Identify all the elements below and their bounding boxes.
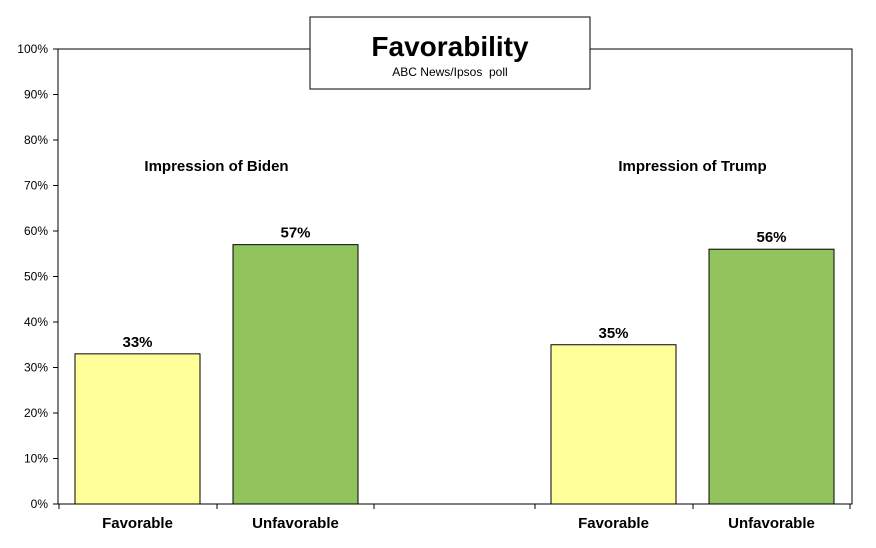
category-label: Unfavorable [252, 515, 339, 532]
category-label: Favorable [578, 515, 649, 532]
y-tick-label: 0% [31, 497, 49, 511]
chart-subtitle: ABC News/Ipsos poll [392, 65, 507, 79]
data-label: 35% [598, 325, 628, 342]
y-tick-label: 80% [24, 133, 48, 147]
y-tick-label: 10% [24, 452, 48, 466]
bar-unfavorable [232, 244, 359, 505]
title-box-frame [309, 16, 591, 90]
y-tick-label: 60% [24, 224, 48, 238]
y-tick-label: 70% [24, 179, 48, 193]
group-label: Impression of Trump [618, 158, 766, 175]
data-label: 33% [122, 334, 152, 351]
y-axis-ticks: 0% 10% 20% 30% 40% 50% 60% 70% 80% 90% 100% [17, 42, 58, 511]
y-tick-label: 40% [24, 315, 48, 329]
y-tick-label: 90% [24, 88, 48, 102]
bar-unfavorable [708, 248, 835, 505]
category-label: Favorable [102, 515, 173, 532]
category-label: Unfavorable [728, 515, 815, 532]
chart-title: Favorability [371, 31, 529, 62]
bar-favorable [550, 344, 677, 505]
bar-favorable [74, 353, 201, 505]
bars: Impression of Biden 33% Favorable 57% Unfavo… [58, 158, 851, 532]
data-label: 57% [280, 225, 310, 242]
y-tick-label: 30% [24, 361, 48, 375]
title-box: Favorability ABC News/Ipsos poll [309, 16, 591, 90]
group-label: Impression of Biden [144, 158, 288, 175]
data-label: 56% [756, 229, 786, 246]
y-tick-label: 50% [24, 270, 48, 284]
y-tick-label: 100% [17, 42, 48, 56]
y-tick-label: 20% [24, 406, 48, 420]
